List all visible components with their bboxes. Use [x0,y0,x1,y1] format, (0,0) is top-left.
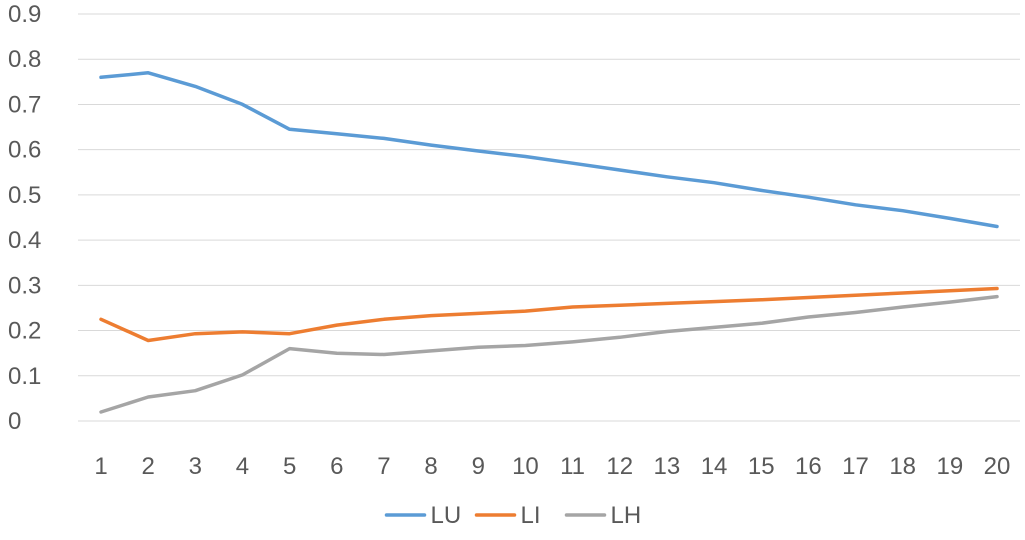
x-tick-label: 4 [236,453,249,480]
x-tick-label: 20 [984,453,1011,480]
legend-item-lu: LU [384,502,462,529]
x-tick-label: 19 [936,453,963,480]
y-tick-label: 0.6 [8,137,41,164]
legend-item-li: LI [474,502,541,529]
y-tick-label: 0.8 [8,46,41,73]
x-tick-label: 18 [889,453,916,480]
gridlines [78,13,1020,422]
y-tick-label: 0.1 [8,363,41,390]
x-tick-label: 17 [842,453,869,480]
series-line-lu [99,71,999,229]
legend: LU LI LH [384,502,642,529]
series-line-lh [99,294,999,414]
x-tick-label: 2 [141,453,154,480]
y-tick-label: 0.7 [8,91,41,118]
x-tick-label: 15 [748,453,775,480]
x-tick-label: 11 [560,453,585,480]
y-tick-label: 0.4 [8,227,41,254]
x-tick-label: 8 [424,453,437,480]
x-tick-label: 1 [94,453,107,480]
y-tick-label: 0.9 [8,1,41,28]
legend-label: LH [611,502,642,529]
x-tick-label: 3 [189,453,202,480]
x-tick-label: 14 [701,453,728,480]
x-tick-label: 5 [283,453,296,480]
x-tick-label: 10 [512,453,539,480]
x-axis-tick-labels: 1 2 3 4 5 6 7 8 9 10 11 12 13 14 15 16 17 18 19 20 [94,453,1010,480]
series-line-li [99,286,999,343]
legend-label: LU [431,502,462,529]
x-tick-label: 13 [654,453,681,480]
y-tick-label: 0.5 [8,182,41,209]
y-axis-tick-labels: 0 0.1 0.2 0.3 0.4 0.5 0.6 0.7 0.8 0.9 [8,1,41,435]
y-tick-label: 0 [8,408,21,435]
x-tick-label: 12 [606,453,633,480]
x-tick-label: 16 [795,453,822,480]
x-tick-label: 9 [472,453,485,480]
legend-item-lh: LH [564,502,642,529]
legend-label: LI [521,502,541,529]
x-tick-label: 7 [377,453,390,480]
y-tick-label: 0.2 [8,318,41,345]
y-tick-label: 0.3 [8,272,41,299]
series-lines [99,71,999,414]
x-tick-label: 6 [330,453,343,480]
